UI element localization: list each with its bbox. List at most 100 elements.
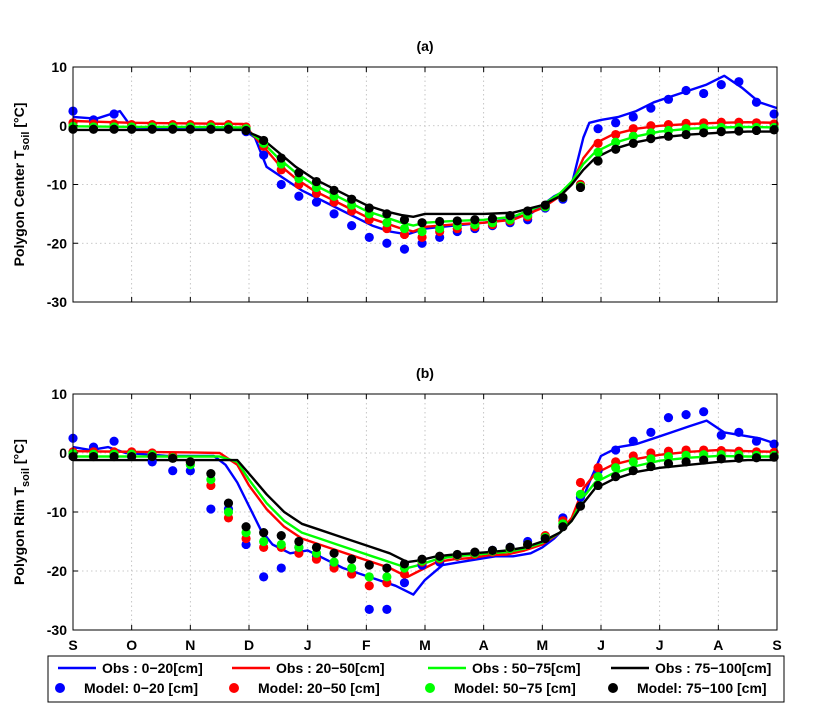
model-point-1	[109, 109, 119, 119]
model-point-4	[769, 452, 779, 462]
panel-title: (b)	[416, 365, 434, 381]
model-point-4	[611, 144, 621, 154]
model-point-1	[382, 604, 392, 614]
legend-point-swatch	[229, 683, 239, 693]
model-point-4	[109, 451, 119, 462]
model-point-4	[646, 134, 656, 144]
model-point-1	[276, 179, 286, 190]
model-point-1	[347, 221, 357, 231]
model-point-4	[276, 531, 286, 541]
model-point-4	[347, 554, 357, 564]
model-point-1	[751, 436, 762, 446]
model-point-4	[294, 536, 304, 547]
model-point-3	[259, 536, 269, 547]
model-point-4	[558, 192, 568, 203]
model-point-4	[716, 127, 726, 137]
model-point-4	[593, 480, 603, 491]
model-point-4	[452, 549, 462, 560]
model-point-4	[699, 455, 709, 465]
model-point-1	[681, 85, 691, 96]
model-point-4	[347, 194, 357, 204]
legend-point-swatch	[55, 683, 65, 693]
y-axis-label-unit: [°C]	[11, 103, 27, 132]
y-tick-label: -20	[47, 235, 67, 251]
model-point-2	[593, 463, 603, 473]
model-point-2	[575, 477, 586, 488]
legend-line-label: Obs : 0−20[cm]	[102, 660, 203, 676]
model-point-1	[681, 410, 691, 420]
legend-point-label: Model: 0−20 [cm]	[84, 680, 198, 696]
obs-line-4	[73, 458, 777, 564]
model-point-4	[734, 126, 744, 136]
y-axis-label-main: Polygon Center T	[11, 150, 27, 266]
model-point-4	[487, 213, 498, 224]
model-point-3	[364, 572, 374, 582]
model-point-1	[646, 427, 656, 437]
model-point-4	[435, 216, 445, 227]
model-point-1	[646, 103, 656, 113]
model-point-4	[611, 472, 621, 482]
model-point-1	[751, 97, 762, 107]
panel-a: (a) 10 0 -10 -20 -30 Polygon Center Tsoil [°C]	[11, 38, 779, 310]
model-point-4	[558, 522, 568, 532]
model-point-1	[311, 197, 322, 207]
model-point-4	[734, 453, 744, 463]
legend-line-label: Obs : 20−50[cm]	[276, 660, 385, 676]
model-point-4	[364, 203, 374, 213]
model-point-1	[276, 563, 286, 573]
model-point-4	[435, 551, 445, 561]
obs-line-3	[73, 454, 777, 570]
model-point-4	[769, 125, 779, 135]
y-axis-label-subscript: soil	[20, 468, 32, 487]
model-point-3	[382, 572, 392, 582]
model-point-4	[540, 533, 550, 544]
model-point-1	[593, 124, 603, 134]
x-tick-label: J	[656, 637, 664, 653]
y-axis-label-main: Polygon Rim T	[11, 486, 27, 584]
model-point-2	[628, 124, 638, 134]
model-point-4	[88, 124, 99, 134]
y-axis-label: Polygon Center Tsoil [°C]	[11, 103, 32, 267]
model-point-4	[505, 542, 515, 553]
legend-point-label: Model: 75−100 [cm]	[637, 680, 767, 696]
model-point-1	[168, 466, 178, 476]
model-point-3	[593, 147, 603, 157]
y-tick-label: 10	[51, 59, 67, 75]
x-tick-label: S	[772, 637, 781, 653]
x-tick-label: F	[362, 637, 371, 653]
y-axis-label-subscript: soil	[20, 132, 32, 151]
model-point-4	[382, 209, 392, 219]
model-point-4	[575, 182, 586, 193]
model-point-3	[399, 223, 410, 234]
model-point-1	[769, 109, 779, 119]
y-axis-label: Polygon Rim Tsoil [°C]	[11, 439, 32, 585]
model-point-4	[185, 457, 195, 467]
model-point-4	[681, 129, 691, 140]
model-point-4	[470, 547, 480, 557]
model-point-4	[470, 215, 480, 225]
model-point-3	[223, 507, 234, 517]
model-point-4	[751, 453, 762, 463]
x-tick-label: M	[536, 637, 548, 653]
model-point-1	[663, 94, 674, 104]
model-point-1	[259, 572, 269, 582]
model-point-3	[628, 457, 638, 467]
x-tick-label: A	[479, 637, 489, 653]
model-point-1	[259, 150, 269, 160]
model-point-4	[168, 124, 178, 134]
model-point-1	[699, 88, 709, 99]
model-point-4	[329, 548, 339, 558]
model-point-4	[168, 453, 178, 463]
model-point-4	[523, 206, 533, 216]
model-point-3	[593, 472, 603, 482]
panel-title: (a)	[416, 38, 433, 54]
model-point-1	[611, 118, 621, 128]
y-tick-label: -10	[47, 177, 67, 193]
legend-line-label: Obs : 50−75[cm]	[472, 660, 581, 676]
model-point-4	[523, 539, 533, 550]
model-point-4	[593, 156, 603, 166]
model-point-3	[329, 557, 339, 567]
model-point-3	[382, 218, 392, 228]
model-point-1	[206, 504, 216, 514]
legend-point-swatch	[425, 683, 435, 693]
